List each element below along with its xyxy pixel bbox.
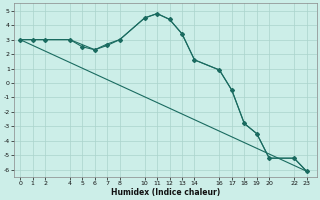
X-axis label: Humidex (Indice chaleur): Humidex (Indice chaleur) xyxy=(111,188,220,197)
